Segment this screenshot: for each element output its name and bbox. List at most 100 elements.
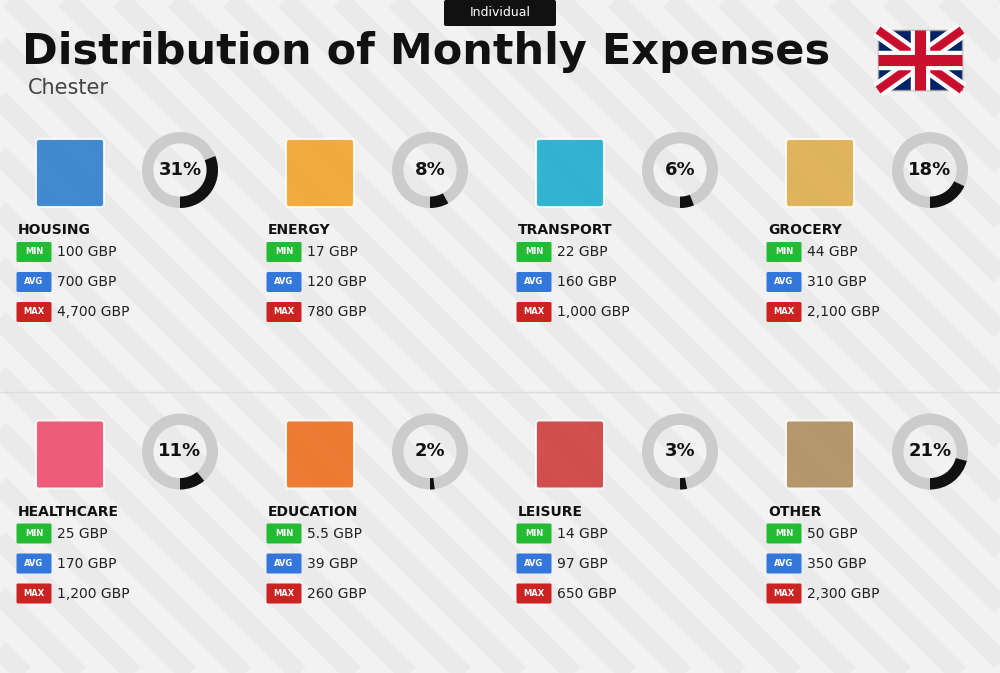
Wedge shape [142, 132, 218, 208]
Text: MAX: MAX [23, 308, 45, 316]
FancyBboxPatch shape [444, 0, 556, 26]
Text: EDUCATION: EDUCATION [268, 505, 358, 518]
Text: 120 GBP: 120 GBP [307, 275, 366, 289]
FancyBboxPatch shape [36, 421, 104, 489]
Text: AVG: AVG [274, 559, 294, 568]
FancyBboxPatch shape [266, 524, 302, 544]
Text: MIN: MIN [275, 529, 293, 538]
Text: 5.5 GBP: 5.5 GBP [307, 526, 362, 540]
Text: AVG: AVG [274, 277, 294, 287]
FancyBboxPatch shape [286, 139, 354, 207]
FancyBboxPatch shape [266, 302, 302, 322]
Wedge shape [892, 413, 968, 489]
Wedge shape [430, 478, 435, 489]
Text: 22 GBP: 22 GBP [557, 245, 608, 259]
FancyBboxPatch shape [516, 302, 552, 322]
Text: MIN: MIN [525, 248, 543, 256]
FancyBboxPatch shape [516, 553, 552, 573]
Text: GROCERY: GROCERY [768, 223, 842, 237]
Text: HOUSING: HOUSING [18, 223, 91, 237]
FancyBboxPatch shape [266, 553, 302, 573]
Text: MIN: MIN [775, 529, 793, 538]
Wedge shape [392, 132, 468, 208]
Text: Distribution of Monthly Expenses: Distribution of Monthly Expenses [22, 31, 830, 73]
Text: MIN: MIN [25, 248, 43, 256]
FancyBboxPatch shape [536, 139, 604, 207]
Text: HEALTHCARE: HEALTHCARE [18, 505, 119, 518]
FancyBboxPatch shape [516, 242, 552, 262]
Bar [878, 30, 962, 90]
Text: 100 GBP: 100 GBP [57, 245, 116, 259]
Text: TRANSPORT: TRANSPORT [518, 223, 613, 237]
Text: 44 GBP: 44 GBP [807, 245, 858, 259]
Text: 21%: 21% [908, 443, 952, 460]
Text: 25 GBP: 25 GBP [57, 526, 108, 540]
FancyBboxPatch shape [16, 524, 52, 544]
Wedge shape [930, 181, 964, 208]
FancyBboxPatch shape [767, 553, 802, 573]
Text: OTHER: OTHER [768, 505, 821, 518]
FancyBboxPatch shape [536, 421, 604, 489]
Text: MIN: MIN [525, 529, 543, 538]
Text: 31%: 31% [158, 161, 202, 179]
Text: ENERGY: ENERGY [268, 223, 331, 237]
Text: 700 GBP: 700 GBP [57, 275, 116, 289]
FancyBboxPatch shape [16, 583, 52, 604]
Text: AVG: AVG [24, 277, 44, 287]
Text: 6%: 6% [665, 161, 695, 179]
Text: 4,700 GBP: 4,700 GBP [57, 305, 130, 319]
Text: MAX: MAX [523, 589, 545, 598]
Text: MIN: MIN [275, 248, 293, 256]
FancyBboxPatch shape [16, 553, 52, 573]
Wedge shape [680, 194, 694, 208]
Text: MAX: MAX [773, 308, 795, 316]
Text: MAX: MAX [273, 589, 295, 598]
Text: 310 GBP: 310 GBP [807, 275, 866, 289]
FancyBboxPatch shape [767, 242, 802, 262]
Text: 2,300 GBP: 2,300 GBP [807, 586, 880, 600]
FancyBboxPatch shape [36, 139, 104, 207]
FancyBboxPatch shape [767, 302, 802, 322]
Wedge shape [642, 132, 718, 208]
FancyBboxPatch shape [16, 272, 52, 292]
Text: MAX: MAX [273, 308, 295, 316]
Text: 780 GBP: 780 GBP [307, 305, 366, 319]
Text: 160 GBP: 160 GBP [557, 275, 617, 289]
Text: 17 GBP: 17 GBP [307, 245, 358, 259]
FancyBboxPatch shape [16, 242, 52, 262]
Wedge shape [680, 478, 687, 489]
FancyBboxPatch shape [266, 242, 302, 262]
FancyBboxPatch shape [786, 421, 854, 489]
Wedge shape [142, 413, 218, 489]
Text: AVG: AVG [524, 559, 544, 568]
FancyBboxPatch shape [516, 272, 552, 292]
Wedge shape [430, 193, 448, 208]
FancyBboxPatch shape [266, 272, 302, 292]
Text: 18%: 18% [908, 161, 952, 179]
Text: 14 GBP: 14 GBP [557, 526, 608, 540]
Bar [878, 30, 962, 90]
Text: 1,200 GBP: 1,200 GBP [57, 586, 130, 600]
Text: 650 GBP: 650 GBP [557, 586, 616, 600]
Text: AVG: AVG [774, 277, 794, 287]
Text: AVG: AVG [774, 559, 794, 568]
FancyBboxPatch shape [767, 524, 802, 544]
Wedge shape [642, 413, 718, 489]
Text: 50 GBP: 50 GBP [807, 526, 858, 540]
Wedge shape [180, 156, 218, 208]
Text: 11%: 11% [158, 443, 202, 460]
Wedge shape [392, 413, 468, 489]
Text: 97 GBP: 97 GBP [557, 557, 608, 571]
FancyBboxPatch shape [16, 302, 52, 322]
FancyBboxPatch shape [767, 583, 802, 604]
FancyBboxPatch shape [516, 583, 552, 604]
Text: 2,100 GBP: 2,100 GBP [807, 305, 880, 319]
Text: AVG: AVG [24, 559, 44, 568]
Text: MIN: MIN [775, 248, 793, 256]
FancyBboxPatch shape [786, 139, 854, 207]
Text: Individual: Individual [470, 7, 530, 20]
Text: Chester: Chester [28, 78, 109, 98]
Text: MAX: MAX [523, 308, 545, 316]
Text: 260 GBP: 260 GBP [307, 586, 366, 600]
FancyBboxPatch shape [767, 272, 802, 292]
